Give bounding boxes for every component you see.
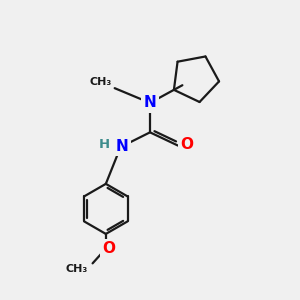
- Text: O: O: [102, 241, 115, 256]
- Text: N: N: [116, 139, 128, 154]
- Text: CH₃: CH₃: [66, 264, 88, 274]
- Text: N: N: [144, 95, 156, 110]
- Text: H: H: [99, 138, 110, 151]
- Text: O: O: [180, 136, 193, 152]
- Text: CH₃: CH₃: [89, 77, 112, 87]
